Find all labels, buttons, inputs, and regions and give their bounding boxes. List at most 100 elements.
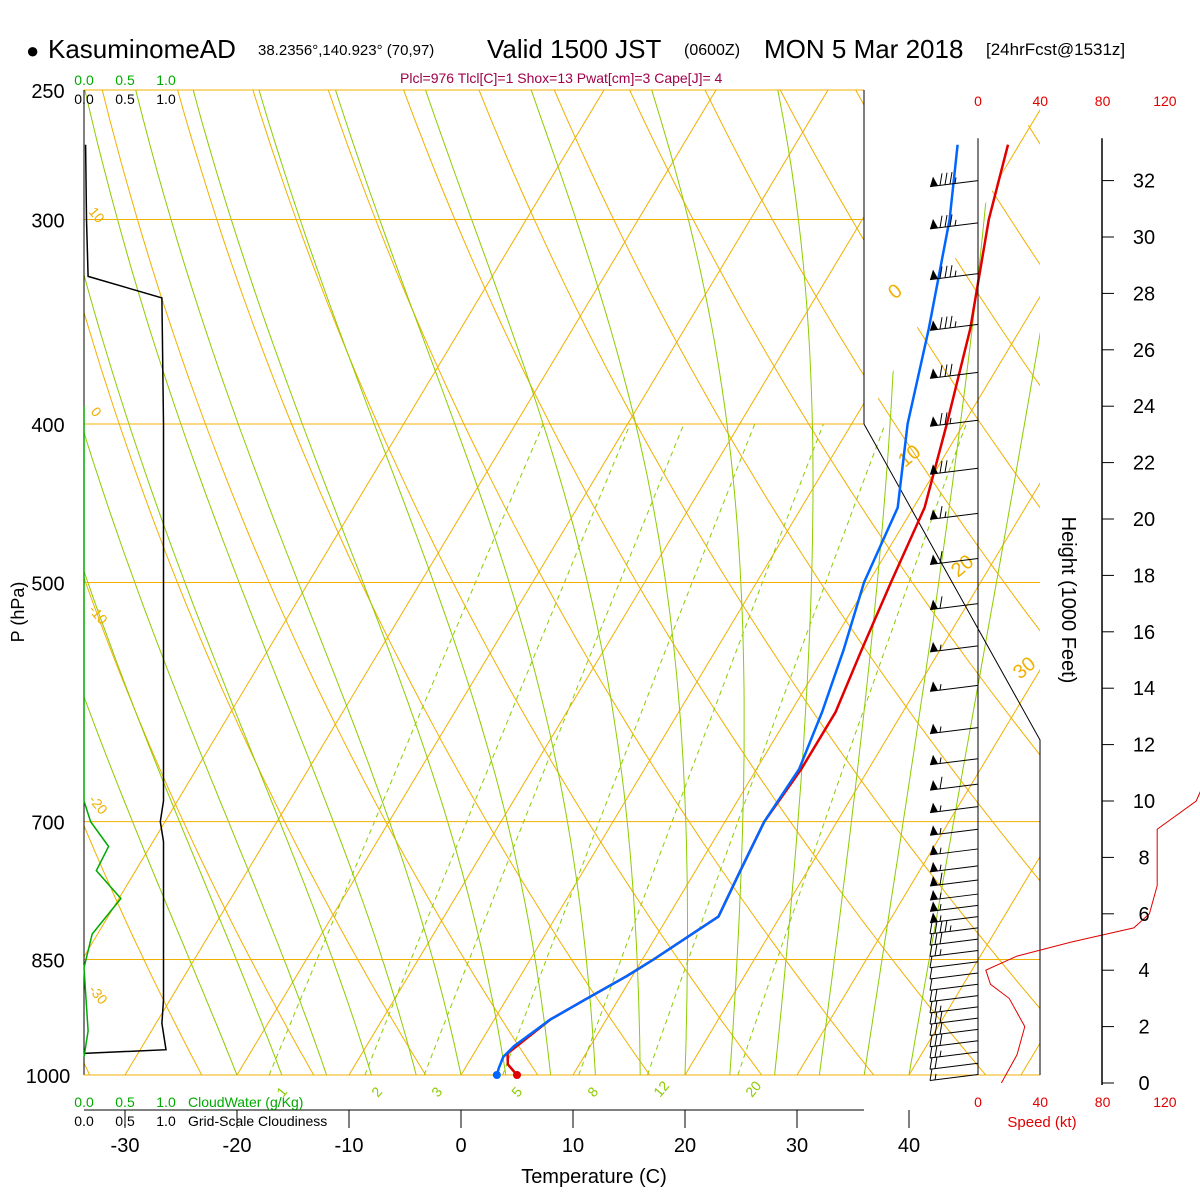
- moist-adiabat: [863, 90, 996, 1075]
- mixing-ratio-line: [423, 423, 685, 1075]
- wind-barb-flag: [929, 944, 933, 957]
- wind-barb-flag: [939, 551, 943, 564]
- pressure-label: 850: [31, 951, 64, 973]
- dry-adiabat: [1063, 61, 1200, 1110]
- x-tick-label: -10: [335, 1135, 364, 1157]
- x-tick-label: 20: [674, 1135, 696, 1157]
- speed-tick-bottom: 0: [974, 1094, 982, 1110]
- wind-barb-flag: [929, 1045, 933, 1059]
- dry-adiabat: [94, 90, 562, 1075]
- wind-barb-half: [939, 805, 942, 812]
- wind-barb: [929, 1022, 979, 1036]
- speed-tick-top: 40: [1033, 93, 1049, 109]
- station-coords: 38.2356°,140.923° (70,97): [258, 42, 435, 59]
- wind-barb-half: [949, 417, 952, 424]
- wind-barb-flag: [934, 1022, 938, 1035]
- temperature-surface-dot: [513, 1071, 521, 1079]
- wind-barb-staff: [929, 983, 979, 991]
- x-tick-label: 40: [898, 1135, 920, 1157]
- cloud-water-top-label: 1.0: [156, 72, 176, 88]
- cloudiness-bottom-label: 0.0: [74, 1113, 94, 1129]
- wind-barb: [929, 172, 979, 188]
- speed-tick-top: 0: [974, 93, 982, 109]
- wind-barb: [929, 315, 979, 331]
- dry-adiabat-label: 0: [884, 280, 907, 304]
- cloud-water-line: [83, 406, 122, 1058]
- wind-barb-staff: [929, 1074, 979, 1082]
- moist-adiabat: [818, 90, 899, 1075]
- moist-adiabat: [192, 90, 507, 1075]
- cloud-water-title: CloudWater (g/Kg): [188, 1094, 303, 1110]
- valid-zulu: (0600Z): [684, 42, 741, 59]
- wind-barb-flag: [944, 316, 948, 329]
- wind-barb-pennant: [930, 320, 938, 331]
- wind-barb-flag: [934, 1033, 938, 1047]
- speed-tick-bottom: 80: [1095, 1094, 1111, 1110]
- cloud-water-bottom-label: 0.0: [74, 1094, 94, 1110]
- isotherm-line: [124, 90, 935, 1075]
- wind-barb: [929, 966, 979, 980]
- wind-barb-flag: [939, 920, 943, 933]
- wind-barb-pennant: [930, 723, 938, 734]
- cloud-water-bottom-label: 1.0: [156, 1094, 176, 1110]
- wind-barb: [929, 802, 979, 814]
- wind-barb-pennant: [930, 844, 938, 855]
- wind-barb-staff: [929, 961, 979, 969]
- wind-barb-half: [939, 644, 942, 651]
- dry-adiabat: [467, 90, 1040, 1075]
- wind-barb-flag: [939, 776, 943, 789]
- mixing-ratio-label: 5: [508, 1084, 525, 1100]
- wind-barb-half: [939, 904, 942, 911]
- wind-barb: [929, 681, 979, 692]
- dry-adiabat: [318, 90, 903, 1075]
- wind-barb-flag: [939, 506, 943, 519]
- wind-barb: [929, 1045, 979, 1059]
- x-tick-label: 0: [455, 1135, 466, 1157]
- moist-adiabat: [84, 90, 417, 1075]
- cloudiness-top-label: 0.0: [74, 91, 94, 107]
- wind-barb: [929, 861, 979, 873]
- valid-time: Valid 1500 JST: [487, 34, 662, 64]
- moist-adiabat: [335, 90, 596, 1075]
- wind-barb-half: [939, 684, 942, 691]
- wind-barb: [929, 872, 979, 887]
- wind-barb-pennant: [930, 875, 938, 886]
- wind-barb-flag: [939, 596, 943, 609]
- station-name: KasuminomeAD: [48, 34, 236, 64]
- isotherm-label: -20: [86, 792, 111, 818]
- wind-barb-pennant: [930, 641, 938, 652]
- x-axis-title: Temperature (C): [521, 1166, 667, 1188]
- wind-barb: [929, 551, 979, 565]
- wind-barb-half: [939, 864, 942, 871]
- speed-tick-top: 80: [1095, 93, 1111, 109]
- wind-barb-staff: [929, 1051, 979, 1059]
- wind-barb-flag: [939, 931, 943, 945]
- speed-tick-bottom: 40: [1033, 1094, 1049, 1110]
- speed-axis-title: Speed (kt): [1007, 1114, 1076, 1131]
- wind-barb-flag: [944, 364, 948, 377]
- y-axis-title: P (hPa): [8, 582, 28, 643]
- wind-barb-half: [954, 177, 957, 184]
- wind-barb-pennant: [930, 825, 938, 836]
- pressure-label: 300: [31, 211, 64, 233]
- wind-barb-pennant: [930, 780, 938, 791]
- wind-barb: [929, 723, 979, 735]
- wind-barb: [929, 596, 979, 611]
- cloudiness-top-label: 0.5: [115, 91, 135, 107]
- dry-adiabat: [84, 90, 221, 1075]
- wind-barb-staff: [929, 927, 979, 935]
- wind-barb-flag: [929, 1012, 933, 1025]
- isotherm-line: [348, 90, 1040, 1075]
- wind-barb-flag: [949, 363, 953, 376]
- wind-barb-pennant: [930, 599, 938, 610]
- wind-barb-pennant: [930, 754, 938, 765]
- pressure-label: 500: [31, 574, 64, 596]
- wind-barb-staff: [929, 419, 979, 427]
- wind-barb-staff: [929, 949, 979, 957]
- wind-barb-pennant: [930, 802, 938, 813]
- pressure-label: 700: [31, 813, 64, 835]
- mixing-ratio-line: [502, 423, 756, 1075]
- wind-barb-half: [939, 1005, 942, 1012]
- wind-barb-half: [944, 511, 947, 518]
- height-tick-label: 22: [1133, 453, 1155, 475]
